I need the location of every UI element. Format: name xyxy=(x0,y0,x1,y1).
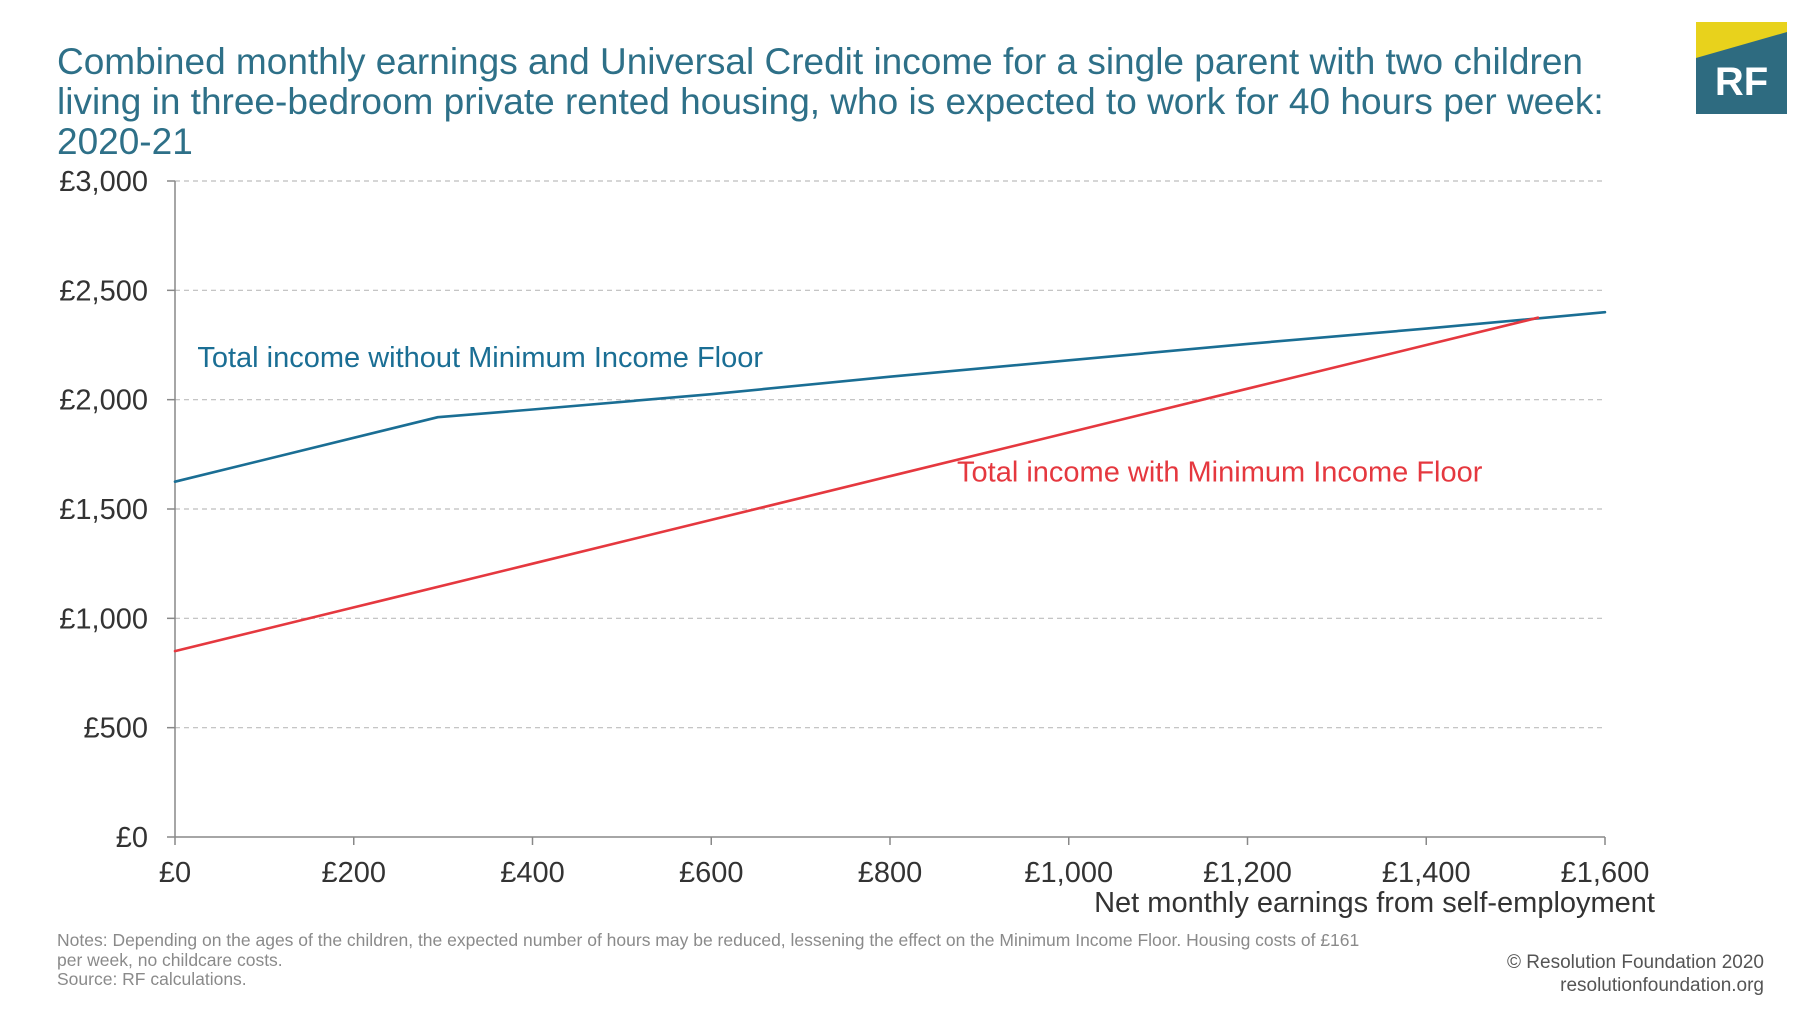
copyright-text: © Resolution Foundation 2020 xyxy=(1507,952,1764,973)
series-line-without-mif xyxy=(173,310,1607,484)
x-tick-label: £200 xyxy=(321,857,386,889)
logo-yellow-band xyxy=(1696,22,1787,58)
y-tick-label: £2,500 xyxy=(59,275,148,307)
x-tick-labels: £0 £200 £400 £600 £800 £1,000 £1,200 £1,400 £1,6… xyxy=(159,857,1649,889)
y-tick-label: £2,000 xyxy=(59,385,148,417)
y-tick-label: £0 xyxy=(116,822,148,854)
gridlines xyxy=(175,180,1605,729)
line-chart: £0£500£1,000£1,500£2,000£2,500£3,000 £0 £… xyxy=(59,166,1655,919)
x-tick-label: £400 xyxy=(500,857,565,889)
x-tick-label: £800 xyxy=(858,857,923,889)
x-tick-label: £0 xyxy=(159,857,191,889)
x-tick-label: £600 xyxy=(679,857,744,889)
source-note: Source: RF calculations. xyxy=(57,969,247,989)
label-with-mif: Total income with Minimum Income Floor xyxy=(957,457,1483,489)
y-tick-labels: £0 £500 £1,000 £1,500 £2,000 £2,500 £3,000 xyxy=(59,166,148,854)
series-annotations: Total income without Minimum Income Floo… xyxy=(197,342,1482,489)
x-tick-label: £1,000 xyxy=(1024,857,1113,889)
series-lines xyxy=(173,310,1607,653)
logo-text: RF xyxy=(1715,60,1768,104)
notes-line-2: per week, no childcare costs. xyxy=(57,949,283,970)
y-tick-label: £1,000 xyxy=(59,603,148,635)
tick-marks xyxy=(167,180,1606,845)
x-tick-label: £1,200 xyxy=(1203,857,1292,889)
y-tick-label: £500 xyxy=(83,713,148,745)
series-line-with-mif xyxy=(173,316,1540,653)
rf-logo-icon: RF xyxy=(1696,22,1787,114)
notes-line-1: Notes: Depending on the ages of the chil… xyxy=(57,930,1360,950)
credits: © Resolution Foundation 2020 resolutionf… xyxy=(1507,951,1764,997)
website-text: resolutionfoundation.org xyxy=(1560,975,1764,996)
rf-logo: RF xyxy=(1696,22,1787,114)
x-tick-label: £1,400 xyxy=(1382,857,1471,889)
x-axis-title: Net monthly earnings from self-employmen… xyxy=(1094,887,1655,919)
x-tick-label: £1,600 xyxy=(1561,857,1650,889)
label-without-mif: Total income without Minimum Income Floo… xyxy=(197,342,763,374)
y-tick-label: £1,500 xyxy=(59,494,148,526)
chart-title: Combined monthly earnings and Universal … xyxy=(57,41,1604,162)
y-tick-label: £3,000 xyxy=(59,166,148,198)
chart-notes: Notes: Depending on the ages of the chil… xyxy=(57,930,1497,990)
